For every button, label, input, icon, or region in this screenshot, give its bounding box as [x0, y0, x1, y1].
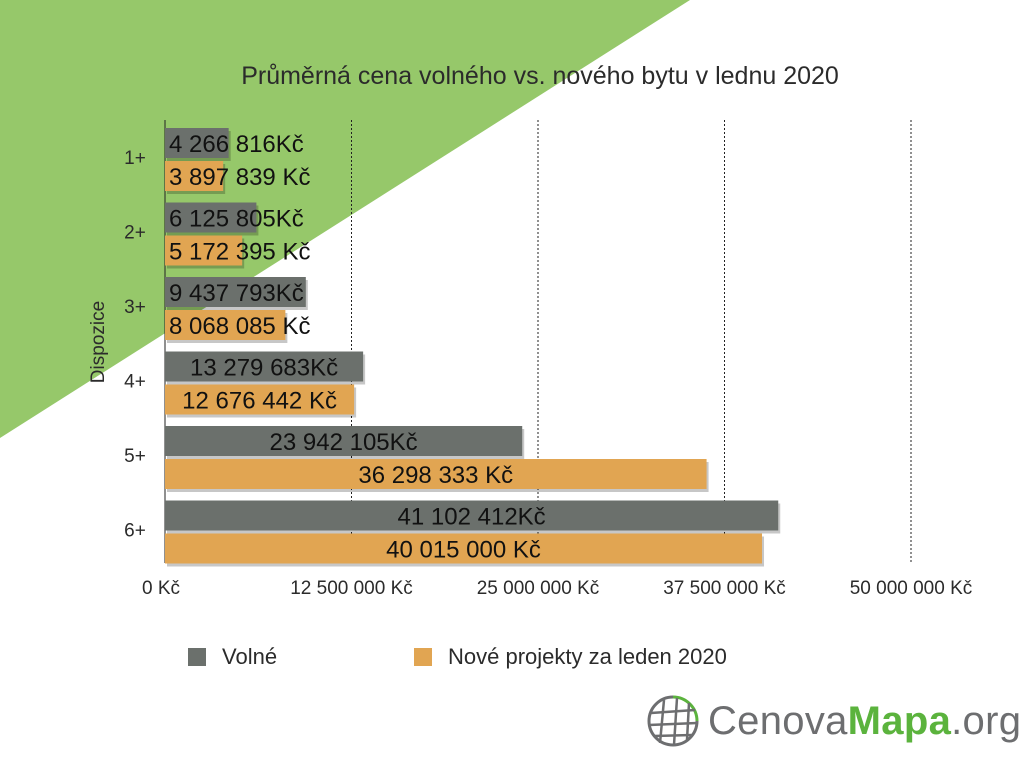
logo-text-cenova: Cenova: [708, 698, 848, 743]
data-label: 3 897 839 Kč: [169, 164, 310, 191]
category-label: 6+: [124, 521, 146, 542]
bar-nove: [165, 384, 355, 415]
legend-item-nove: Nové projekty za leden 2020: [414, 643, 727, 671]
category-label: 1+: [124, 148, 146, 169]
data-label: 5 172 395 Kč: [169, 239, 310, 266]
legend-label-volne: Volné: [222, 644, 278, 669]
category-label: 2+: [124, 223, 146, 244]
x-tick-label: 37 500 000 Kč: [663, 578, 786, 599]
bar-volne: [165, 500, 779, 531]
legend-label-nove: Nové projekty za leden 2020: [448, 644, 727, 669]
bar-volne: [165, 426, 523, 456]
x-tick-label: 0 Kč: [142, 578, 180, 599]
data-label: 8 068 085 Kč: [169, 313, 310, 340]
data-label: 36 298 333 Kč: [358, 462, 513, 489]
bar-volne: [165, 128, 229, 158]
x-tick-label: 25 000 000 Kč: [477, 578, 600, 599]
data-label: 6 125 805Kč: [169, 206, 304, 233]
x-tick-label: 12 500 000 Kč: [290, 578, 413, 599]
category-label: 4+: [124, 372, 146, 393]
y-axis-title: Dispozice: [88, 301, 109, 383]
category-label: 3+: [124, 297, 146, 318]
logo-text: CenovaMapa.org: [708, 699, 1021, 744]
bar-volne: [165, 277, 306, 307]
logo-text-org: .org: [951, 698, 1022, 743]
bar-volne: [165, 202, 257, 233]
bar-nove: [165, 235, 243, 266]
cenovamapa-logo: CenovaMapa.org: [646, 686, 1021, 756]
globe-grid-icon: [647, 695, 699, 747]
data-label: 23 942 105Kč: [270, 429, 418, 456]
bar-nove: [165, 161, 224, 191]
legend-item-volne: Volné: [188, 643, 277, 671]
bar-nove: [165, 459, 707, 489]
data-label: 12 676 442 Kč: [182, 388, 337, 415]
data-label: 41 102 412Kč: [398, 504, 546, 531]
data-label: 4 266 816Kč: [169, 131, 304, 158]
data-label: 40 015 000 Kč: [386, 537, 541, 564]
bar-nove: [165, 310, 286, 340]
category-label: 5+: [124, 446, 146, 467]
chart-title: Průměrná cena volného vs. nového bytu v …: [241, 62, 839, 90]
data-label: 13 279 683Kč: [190, 355, 338, 382]
x-tick-label: 50 000 000 Kč: [850, 578, 973, 599]
data-label: 9 437 793Kč: [169, 280, 304, 307]
bar-chart: 0 Kč 12 500 000 Kč 25 000 000 Kč 37 500 000…: [88, 120, 973, 599]
logo-text-mapa: Mapa: [847, 698, 952, 743]
legend-swatch-volne: [188, 648, 206, 666]
bar-nove: [165, 533, 763, 564]
legend-swatch-nove: [414, 648, 432, 666]
bar-volne: [165, 351, 364, 382]
